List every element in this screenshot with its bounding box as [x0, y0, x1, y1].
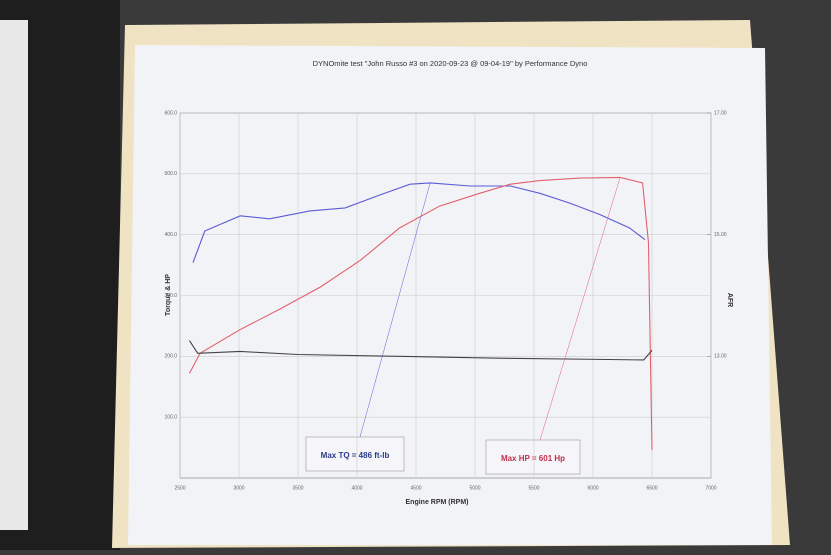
y2-axis-label: AFR: [726, 293, 733, 307]
x-tick-label: 4000: [351, 485, 362, 491]
series-line: [188, 340, 653, 361]
x-tick-label: 6500: [646, 485, 657, 491]
leader-line: [539, 177, 621, 441]
series-line: [188, 176, 653, 451]
x-tick-label: 3500: [292, 485, 303, 491]
annotation: Max HP = 601 Hp: [501, 454, 565, 463]
x-tick-label: 4500: [410, 485, 421, 491]
y2-tick-label: 15.00: [714, 232, 727, 238]
y-tick-label: 300.0: [164, 293, 177, 299]
annotation-box: [485, 439, 581, 475]
y-axis-label: Torque & HP: [165, 274, 172, 316]
x-axis-label: Engine RPM (RPM): [406, 499, 469, 506]
x-tick-label: 6000: [587, 485, 598, 491]
y2-tick-label: 13.00: [714, 354, 727, 360]
x-tick-label: 7000: [705, 485, 716, 491]
y-tick-label: 200.0: [164, 354, 177, 360]
y-tick-label: 400.0: [164, 232, 177, 238]
y2-tick-label: 17.00: [714, 110, 727, 116]
series-line: [192, 182, 646, 263]
sheet-edge: [0, 20, 28, 530]
x-tick-label: 3000: [233, 485, 244, 491]
paper: [128, 45, 772, 545]
annotation: Max TQ = 486 ft-lb: [321, 451, 390, 460]
y-tick-label: 100.0: [164, 414, 177, 420]
chart-title: DYNOmite test "John Russo #3 on 2020-09-…: [313, 59, 588, 68]
annotation-box: [305, 436, 405, 472]
x-tick-label: 5000: [469, 485, 480, 491]
leader-line: [359, 182, 431, 438]
x-tick-label: 2500: [174, 485, 185, 491]
x-tick-label: 5500: [528, 485, 539, 491]
y-tick-label: 500.0: [164, 171, 177, 177]
y-tick-label: 600.0: [164, 110, 177, 116]
